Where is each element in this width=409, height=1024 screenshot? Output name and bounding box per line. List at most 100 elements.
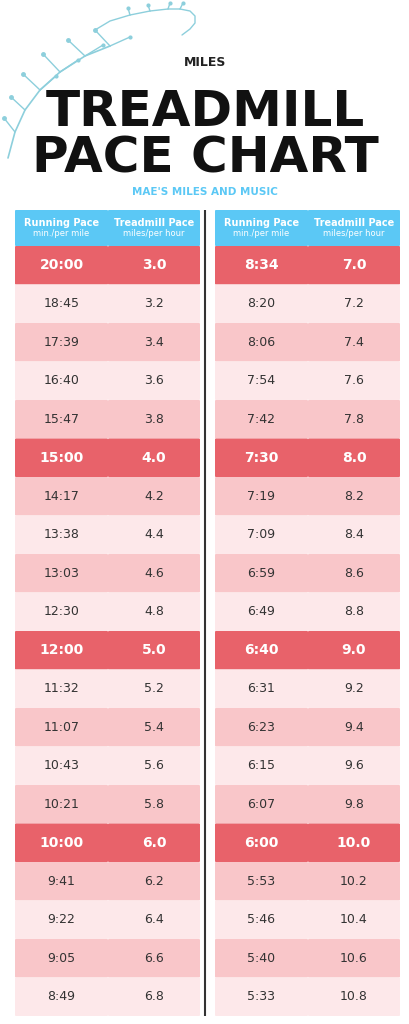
FancyBboxPatch shape xyxy=(307,400,399,438)
FancyBboxPatch shape xyxy=(307,785,399,823)
FancyBboxPatch shape xyxy=(307,361,399,400)
Text: 3.0: 3.0 xyxy=(142,258,166,272)
Text: Running Pace: Running Pace xyxy=(223,218,298,228)
FancyBboxPatch shape xyxy=(307,708,399,746)
Text: 10.2: 10.2 xyxy=(339,874,367,888)
FancyBboxPatch shape xyxy=(214,746,307,785)
FancyBboxPatch shape xyxy=(307,862,399,900)
Text: 5:33: 5:33 xyxy=(247,990,275,1004)
FancyBboxPatch shape xyxy=(15,823,108,862)
FancyBboxPatch shape xyxy=(15,477,108,515)
Text: 6.2: 6.2 xyxy=(144,874,164,888)
Text: 9.4: 9.4 xyxy=(343,721,363,734)
Text: min./per mile: min./per mile xyxy=(33,229,90,239)
FancyBboxPatch shape xyxy=(214,593,307,631)
FancyBboxPatch shape xyxy=(108,438,200,477)
Text: 7.0: 7.0 xyxy=(341,258,365,272)
Text: 5.2: 5.2 xyxy=(144,682,164,695)
Text: 6.6: 6.6 xyxy=(144,951,164,965)
Text: miles/per hour: miles/per hour xyxy=(322,229,384,239)
FancyBboxPatch shape xyxy=(214,631,307,670)
Text: 5:46: 5:46 xyxy=(247,913,275,927)
Text: Treadmill Pace: Treadmill Pace xyxy=(114,218,193,228)
FancyBboxPatch shape xyxy=(15,978,108,1016)
FancyBboxPatch shape xyxy=(15,631,108,670)
Text: 5:40: 5:40 xyxy=(247,951,275,965)
FancyBboxPatch shape xyxy=(307,823,399,862)
FancyBboxPatch shape xyxy=(307,939,399,978)
FancyBboxPatch shape xyxy=(108,593,200,631)
Text: 9:41: 9:41 xyxy=(47,874,75,888)
Text: 7:09: 7:09 xyxy=(247,528,275,542)
FancyBboxPatch shape xyxy=(108,939,200,978)
Text: 6:49: 6:49 xyxy=(247,605,275,618)
FancyBboxPatch shape xyxy=(15,708,108,746)
FancyBboxPatch shape xyxy=(307,438,399,477)
Text: 10:00: 10:00 xyxy=(39,836,83,850)
Text: 8.0: 8.0 xyxy=(341,451,365,465)
FancyBboxPatch shape xyxy=(108,400,200,438)
FancyBboxPatch shape xyxy=(15,939,108,978)
Text: min./per mile: min./per mile xyxy=(233,229,289,239)
Text: 8.8: 8.8 xyxy=(343,605,363,618)
Text: 4.0: 4.0 xyxy=(142,451,166,465)
Text: 6:23: 6:23 xyxy=(247,721,275,734)
Text: 3.6: 3.6 xyxy=(144,374,164,387)
Text: TREADMILL
PACE CHART: TREADMILL PACE CHART xyxy=(31,88,378,182)
Text: 10.6: 10.6 xyxy=(339,951,367,965)
FancyBboxPatch shape xyxy=(15,323,108,361)
Text: 3.8: 3.8 xyxy=(144,413,164,426)
FancyBboxPatch shape xyxy=(15,670,108,708)
Text: 5:53: 5:53 xyxy=(247,874,275,888)
Text: 11:32: 11:32 xyxy=(43,682,79,695)
FancyBboxPatch shape xyxy=(214,670,307,708)
Text: 16:40: 16:40 xyxy=(43,374,79,387)
Text: 15:00: 15:00 xyxy=(39,451,83,465)
FancyBboxPatch shape xyxy=(15,785,108,823)
FancyBboxPatch shape xyxy=(214,554,307,593)
Text: 10:43: 10:43 xyxy=(43,759,79,772)
FancyBboxPatch shape xyxy=(108,323,200,361)
Text: 12:30: 12:30 xyxy=(43,605,79,618)
FancyBboxPatch shape xyxy=(108,631,200,670)
FancyBboxPatch shape xyxy=(108,361,200,400)
Text: 8:06: 8:06 xyxy=(247,336,275,349)
FancyBboxPatch shape xyxy=(307,210,399,246)
FancyBboxPatch shape xyxy=(15,285,108,323)
Text: 6:15: 6:15 xyxy=(247,759,275,772)
FancyBboxPatch shape xyxy=(108,210,200,246)
FancyBboxPatch shape xyxy=(15,210,108,246)
FancyBboxPatch shape xyxy=(214,361,307,400)
FancyBboxPatch shape xyxy=(214,515,307,554)
Text: 6:40: 6:40 xyxy=(244,643,278,657)
Text: 5.0: 5.0 xyxy=(142,643,166,657)
Text: 6.0: 6.0 xyxy=(142,836,166,850)
FancyBboxPatch shape xyxy=(108,862,200,900)
FancyBboxPatch shape xyxy=(15,862,108,900)
FancyBboxPatch shape xyxy=(307,515,399,554)
FancyBboxPatch shape xyxy=(214,477,307,515)
FancyBboxPatch shape xyxy=(214,246,307,285)
Text: 6:07: 6:07 xyxy=(247,798,275,811)
Text: 4.2: 4.2 xyxy=(144,489,164,503)
Text: 7:54: 7:54 xyxy=(247,374,275,387)
Text: 12:00: 12:00 xyxy=(39,643,83,657)
FancyBboxPatch shape xyxy=(15,746,108,785)
Text: 7:19: 7:19 xyxy=(247,489,275,503)
Text: 8.6: 8.6 xyxy=(343,566,363,580)
FancyBboxPatch shape xyxy=(108,670,200,708)
Text: 5.8: 5.8 xyxy=(144,798,164,811)
Text: 4.6: 4.6 xyxy=(144,566,164,580)
FancyBboxPatch shape xyxy=(15,400,108,438)
FancyBboxPatch shape xyxy=(108,708,200,746)
Text: 8:49: 8:49 xyxy=(47,990,75,1004)
FancyBboxPatch shape xyxy=(214,210,307,246)
Text: 14:17: 14:17 xyxy=(43,489,79,503)
FancyBboxPatch shape xyxy=(108,900,200,939)
Text: 7:42: 7:42 xyxy=(247,413,275,426)
Text: 9.2: 9.2 xyxy=(343,682,363,695)
Text: 10:21: 10:21 xyxy=(43,798,79,811)
Text: 10.8: 10.8 xyxy=(339,990,367,1004)
Text: 6:00: 6:00 xyxy=(244,836,278,850)
FancyBboxPatch shape xyxy=(307,978,399,1016)
